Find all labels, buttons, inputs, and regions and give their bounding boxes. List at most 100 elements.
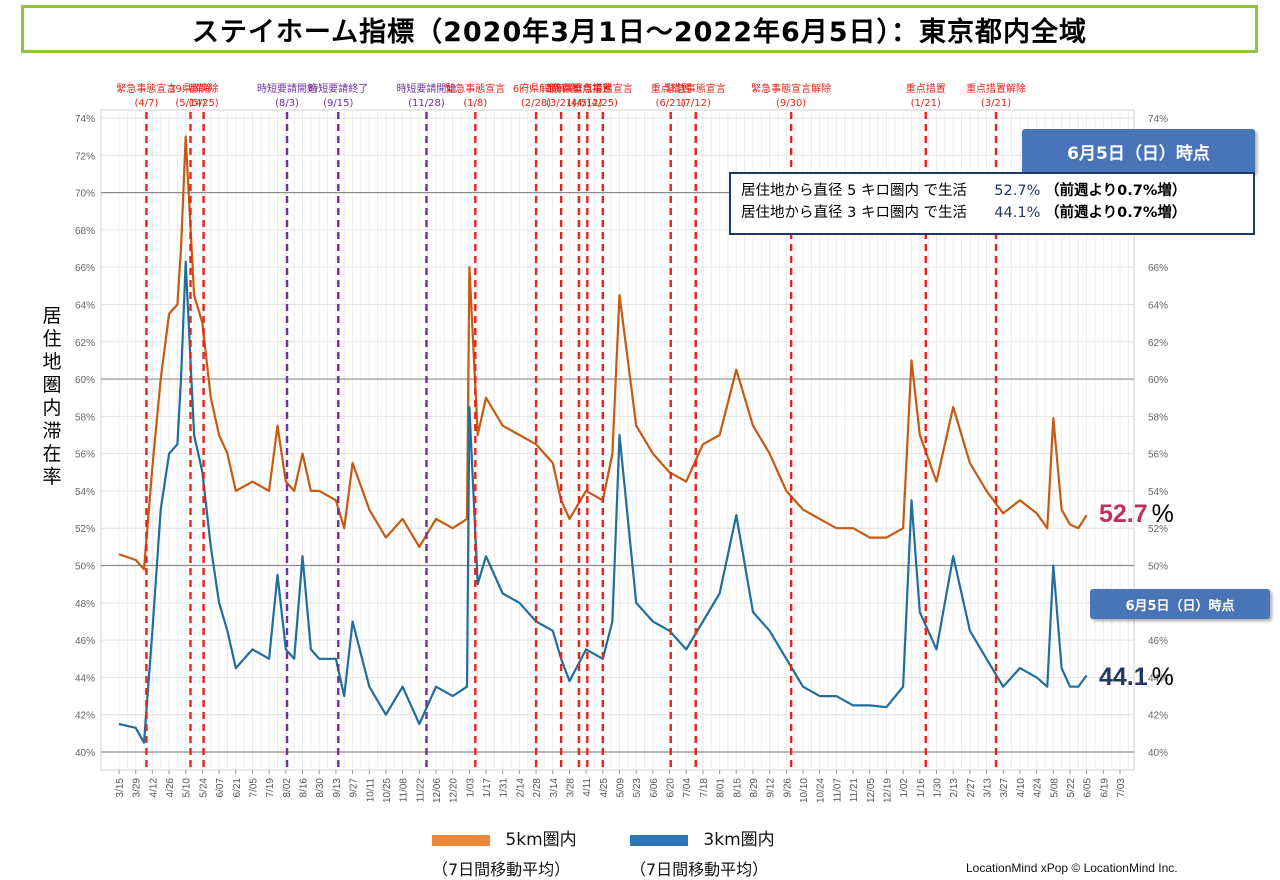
info-line-3km: 居住地から直径 3 キロ圏内 で生活 44.1% （前週より0.7%増） bbox=[741, 202, 1243, 224]
event-label: 都解除(5/25) bbox=[188, 82, 218, 109]
y-tick-label-left: 42% bbox=[75, 711, 95, 722]
legend-5km: 5km圏内 （7日間移動平均） bbox=[432, 825, 577, 880]
x-tick-label: 3/27 bbox=[999, 778, 1010, 798]
x-tick-label: 12/19 bbox=[882, 778, 893, 803]
chart-title: ステイホーム指標（2020年3月1日～2022年6月5日）：東京都内全域 bbox=[191, 16, 1088, 48]
big-value-5km-number: 52.7 bbox=[1099, 500, 1148, 528]
x-tick-label: 6/21 bbox=[232, 778, 243, 798]
x-tick-label: 12/05 bbox=[866, 778, 877, 803]
x-tick-label: 6/06 bbox=[649, 778, 660, 798]
y-tick-label-right: 62% bbox=[1148, 338, 1168, 349]
x-tick-label: 8/30 bbox=[315, 778, 326, 798]
x-tick-label: 3/28 bbox=[565, 778, 576, 798]
big-value-5km-unit: % bbox=[1151, 500, 1174, 528]
x-tick-label: 2/28 bbox=[532, 778, 543, 798]
y-tick-label-left: 46% bbox=[75, 636, 95, 647]
date-badge-top: 6月5日（日）時点 bbox=[1022, 129, 1255, 174]
info-box: 居住地から直径 5 キロ圏内 で生活 52.7% （前週より0.7%増） 居住地… bbox=[729, 172, 1255, 235]
event-label: 重点措置解除(3/21) bbox=[966, 82, 1026, 109]
y-tick-label-left: 52% bbox=[75, 524, 95, 535]
chart-title-box: ステイホーム指標（2020年3月1日～2022年6月5日）：東京都内全域 bbox=[21, 5, 1258, 53]
x-tick-label: 1/03 bbox=[465, 778, 476, 798]
event-label: 重点措置(6/21) bbox=[651, 82, 691, 109]
y-tick-label-left: 40% bbox=[75, 748, 95, 759]
big-value-5km: 52.7% bbox=[1099, 500, 1174, 529]
x-tick-label: 7/04 bbox=[682, 778, 693, 798]
x-tick-label: 10/24 bbox=[816, 778, 827, 803]
x-tick-label: 9/27 bbox=[349, 778, 360, 798]
date-badge-top-text: 6月5日（日）時点 bbox=[1067, 144, 1210, 164]
event-label: 緊急事態宣言(4/25) bbox=[573, 82, 633, 109]
x-tick-label: 9/13 bbox=[332, 778, 343, 798]
event-label: 時短要請開始(8/3) bbox=[257, 82, 317, 109]
event-label: 緊急事態宣言(4/7) bbox=[116, 82, 176, 109]
event-label: 都解除(3/21) bbox=[546, 82, 576, 109]
y-tick-label-right: 66% bbox=[1148, 263, 1168, 274]
x-tick-label: 9/12 bbox=[766, 778, 777, 798]
x-tick-label: 12/20 bbox=[449, 778, 460, 803]
x-tick-label: 11/08 bbox=[399, 778, 410, 803]
x-tick-label: 7/19 bbox=[265, 778, 276, 798]
x-tick-label: 3/14 bbox=[549, 778, 560, 798]
event-label: 都重点措置(4/12) bbox=[562, 82, 612, 109]
x-tick-label: 9/26 bbox=[782, 778, 793, 798]
x-tick-label: 3/13 bbox=[983, 778, 994, 798]
event-label: 時短要請開始(11/28) bbox=[396, 82, 456, 109]
x-tick-label: 11/22 bbox=[415, 778, 426, 803]
big-value-3km-number: 44.1 bbox=[1099, 663, 1148, 691]
x-tick-label: 4/25 bbox=[599, 778, 610, 798]
series-line-5km bbox=[118, 135, 1088, 571]
x-tick-label: 6/19 bbox=[1099, 778, 1110, 798]
info-3km-label: 居住地から直径 3 キロ圏内 で生活 bbox=[741, 205, 968, 221]
event-label: 緊急事態宣言(7/12) bbox=[666, 82, 726, 109]
x-tick-label: 5/22 bbox=[1066, 778, 1077, 798]
y-tick-label-left: 66% bbox=[75, 263, 95, 274]
event-label: 39県解除(5/14) bbox=[169, 82, 212, 109]
y-tick-label-left: 62% bbox=[75, 338, 95, 349]
legend-3km: 3km圏内 （7日間移動平均） bbox=[630, 825, 775, 880]
x-tick-label: 11/21 bbox=[849, 778, 860, 803]
x-tick-label: 1/16 bbox=[916, 778, 927, 798]
event-label: 緊急事態宣言解除(9/30) bbox=[751, 82, 831, 109]
y-tick-label-left: 56% bbox=[75, 450, 95, 461]
x-tick-label: 1/17 bbox=[482, 778, 493, 798]
y-tick-label-right: 74% bbox=[1148, 114, 1168, 125]
y-tick-label-left: 70% bbox=[75, 189, 95, 200]
event-label: 6府県解除(2/28) bbox=[513, 82, 559, 109]
info-5km-change: （前週より0.7%増） bbox=[1044, 183, 1187, 199]
x-tick-label: 5/09 bbox=[616, 778, 627, 798]
x-tick-label: 8/15 bbox=[732, 778, 743, 798]
x-tick-label: 2/13 bbox=[949, 778, 960, 798]
x-tick-label: 5/08 bbox=[1049, 778, 1060, 798]
y-tick-label-right: 50% bbox=[1148, 562, 1168, 573]
y-tick-label-right: 64% bbox=[1148, 300, 1168, 311]
x-tick-label: 6/20 bbox=[666, 778, 677, 798]
info-3km-value: 44.1% bbox=[994, 205, 1041, 221]
legend-5km-swatch bbox=[432, 834, 490, 846]
x-tick-label: 8/29 bbox=[749, 778, 760, 798]
y-tick-label-left: 50% bbox=[75, 562, 95, 573]
x-tick-label: 1/02 bbox=[899, 778, 910, 798]
big-value-3km-unit: % bbox=[1151, 663, 1174, 691]
date-badge-mid: 6月5日（日）時点 bbox=[1090, 589, 1270, 619]
legend-5km-label: 5km圏内 bbox=[505, 830, 577, 850]
info-3km-change: （前週より0.7%増） bbox=[1044, 205, 1187, 221]
x-tick-label: 7/05 bbox=[248, 778, 259, 798]
x-tick-label: 11/07 bbox=[832, 778, 843, 803]
y-tick-label-right: 56% bbox=[1148, 450, 1168, 461]
legend-5km-sub: （7日間移動平均） bbox=[432, 860, 571, 879]
y-tick-label-left: 64% bbox=[75, 300, 95, 311]
x-tick-label: 4/26 bbox=[165, 778, 176, 798]
x-tick-label: 1/31 bbox=[499, 778, 510, 798]
x-tick-label: 3/15 bbox=[115, 778, 126, 798]
credit-text: LocationMind xPop © LocationMind Inc. bbox=[966, 861, 1178, 875]
x-tick-label: 8/02 bbox=[282, 778, 293, 798]
y-tick-label-left: 68% bbox=[75, 226, 95, 237]
x-tick-label: 5/10 bbox=[182, 778, 193, 798]
y-tick-label-left: 74% bbox=[75, 114, 95, 125]
y-tick-label-right: 42% bbox=[1148, 711, 1168, 722]
y-tick-label-right: 40% bbox=[1148, 748, 1168, 759]
x-tick-label: 7/18 bbox=[699, 778, 710, 798]
x-tick-label: 12/06 bbox=[432, 778, 443, 803]
y-tick-label-left: 60% bbox=[75, 375, 95, 386]
